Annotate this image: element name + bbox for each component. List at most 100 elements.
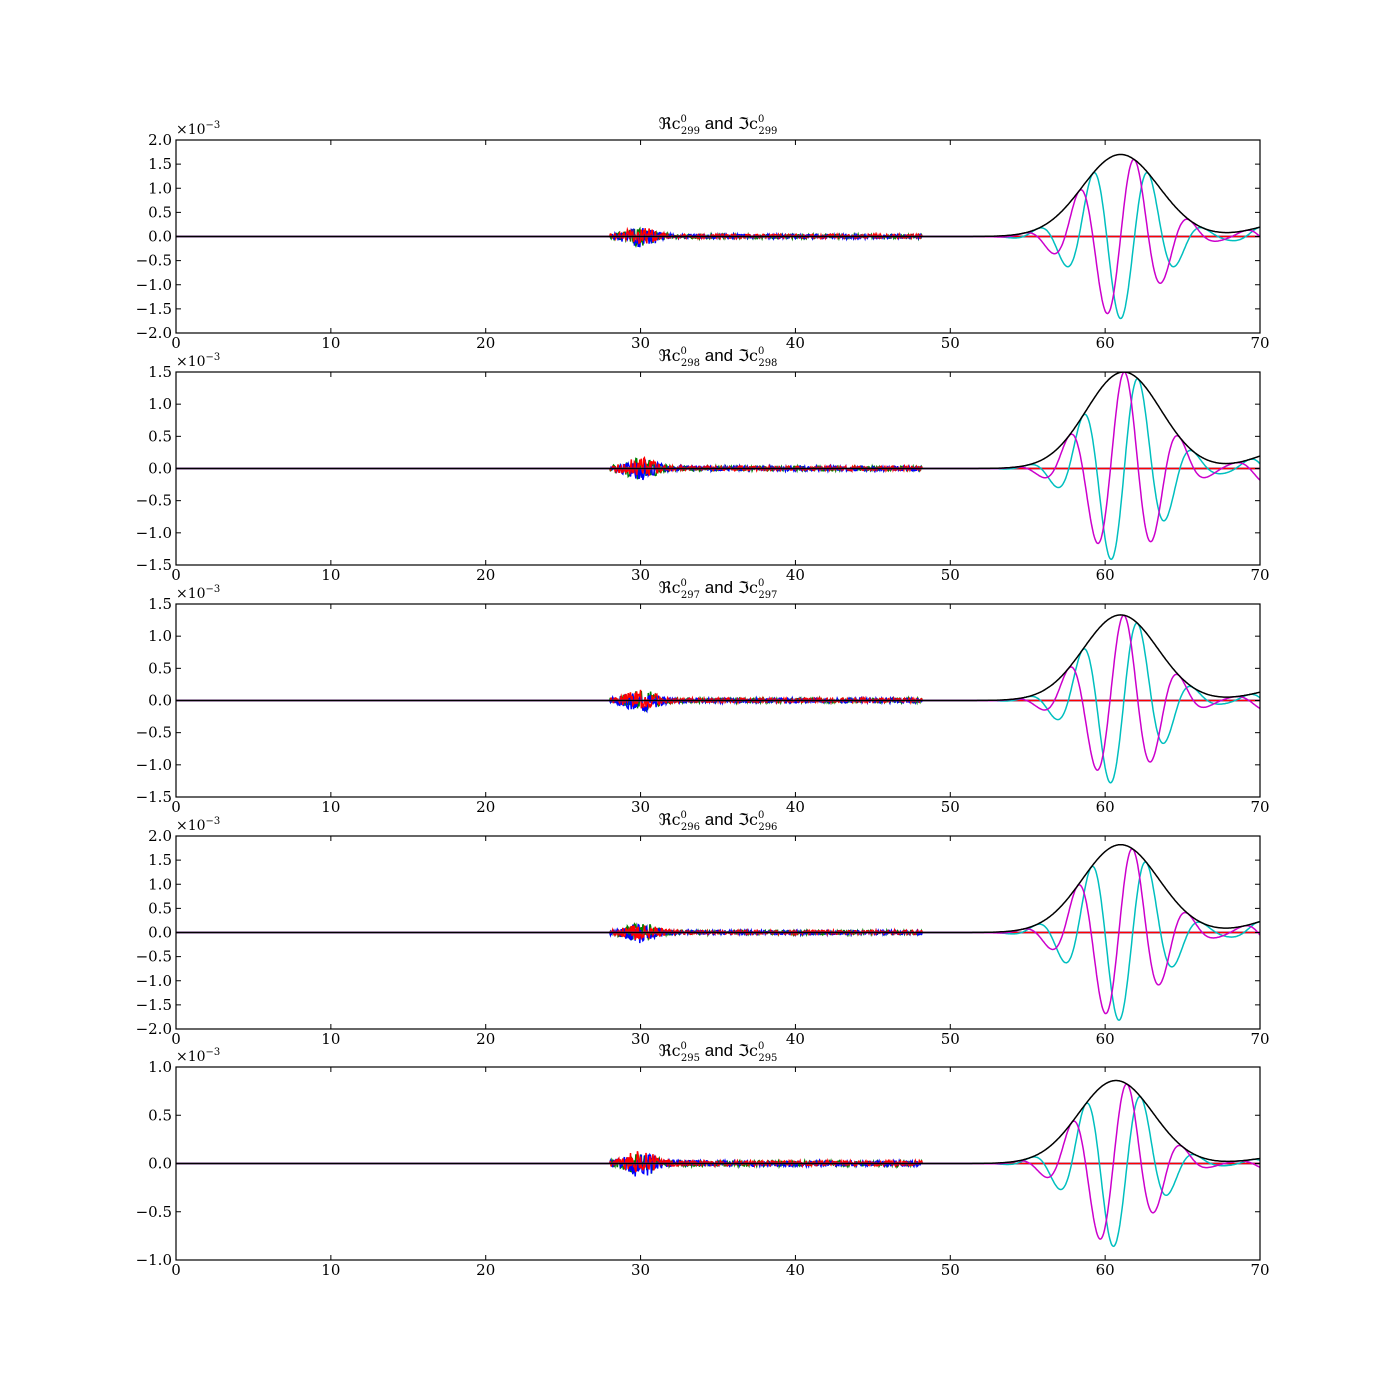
series-envelope (176, 614, 1260, 702)
title-joiner: and (700, 578, 738, 597)
x-tick-label: 60 (1096, 1030, 1115, 1048)
title-real-part: ℜc (659, 578, 681, 597)
title-subscript: 296 (758, 822, 777, 833)
subplot-title: ℜc0 299 and ℑc0 299 (659, 114, 778, 137)
y-tick-label: 2.0 (148, 827, 172, 845)
title-subscript: 295 (758, 1053, 777, 1064)
title-joiner: and (700, 346, 738, 365)
title-joiner: and (700, 810, 738, 829)
y-tick-label: −0.5 (136, 724, 172, 742)
title-superscript: 0 (681, 578, 687, 589)
subplot-295: 0 10 20 30 40 50 60 701.00.50.0−0.5−1.0×10−3 ℜc0… (136, 1041, 1270, 1279)
series-group (176, 1079, 1260, 1248)
y-tick-label: 0.0 (148, 460, 172, 478)
y-tick-label: 0.5 (148, 203, 172, 221)
series-envelope (176, 843, 1260, 934)
x-tick-label: 70 (1250, 566, 1269, 584)
y-tick-label: 0.0 (148, 924, 172, 942)
series-envelope (176, 372, 1260, 470)
subplot-title: ℜc0 295 and ℑc0 295 (659, 1041, 778, 1064)
title-superscript: 0 (681, 346, 687, 357)
title-superscript: 0 (758, 578, 764, 589)
y-exponent-power: −3 (206, 816, 221, 827)
y-tick-label: −1.0 (136, 756, 172, 774)
series-envelope (176, 1079, 1260, 1165)
title-superscript: 0 (758, 1041, 764, 1052)
title-superscript: 0 (758, 346, 764, 357)
title-subscript: 297 (758, 590, 777, 601)
title-real-part: ℜc (659, 1041, 681, 1060)
x-tick-label: 10 (321, 566, 340, 584)
y-tick-label: 1.5 (148, 155, 172, 173)
x-tick-label: 0 (171, 1261, 181, 1279)
y-tick-label: −2.0 (136, 1020, 172, 1038)
y-tick-label: −1.5 (136, 556, 172, 574)
series-group (176, 614, 1260, 784)
x-tick-label: 0 (171, 1030, 181, 1048)
y-exponent-power: −3 (206, 584, 221, 595)
x-tick-label: 10 (321, 798, 340, 816)
x-tick-label: 70 (1250, 334, 1269, 352)
x-tick-label: 20 (476, 566, 495, 584)
x-tick-label: 0 (171, 798, 181, 816)
y-tick-label: 1.0 (148, 179, 172, 197)
title-subscript: 298 (681, 358, 700, 369)
subplot-title: ℜc0 297 and ℑc0 297 (659, 578, 778, 601)
y-exponent-power: −3 (206, 1047, 221, 1058)
x-tick-label: 50 (941, 798, 960, 816)
y-tick-label: 0.0 (148, 228, 172, 246)
x-tick-label: 30 (631, 798, 650, 816)
x-tick-label: 50 (941, 566, 960, 584)
y-tick-label: −0.5 (136, 1203, 172, 1221)
y-tick-label: −1.0 (136, 1251, 172, 1269)
x-tick-label: 40 (786, 1030, 805, 1048)
y-tick-label: 0.5 (148, 427, 172, 445)
x-tick-label: 70 (1250, 1261, 1269, 1279)
title-subscript: 298 (758, 358, 777, 369)
title-real-part: ℜc (659, 346, 681, 365)
y-tick-label: 0.5 (148, 899, 172, 917)
series-group (176, 372, 1260, 561)
x-tick-label: 40 (786, 334, 805, 352)
x-tick-label: 0 (171, 334, 181, 352)
x-tick-label: 60 (1096, 566, 1115, 584)
y-tick-label: 1.0 (148, 875, 172, 893)
title-superscript: 0 (681, 1041, 687, 1052)
subplot-297: 0 10 20 30 40 50 60 701.51.00.50.0−0.5−1.0−1.5×… (136, 578, 1270, 816)
x-tick-label: 40 (786, 1261, 805, 1279)
y-tick-label: −0.5 (136, 492, 172, 510)
y-tick-label: 0.0 (148, 1155, 172, 1173)
x-tick-label: 10 (321, 1261, 340, 1279)
x-tick-label: 50 (941, 1261, 960, 1279)
title-subscript: 299 (681, 126, 700, 137)
y-tick-label: 0.0 (148, 692, 172, 710)
x-tick-label: 60 (1096, 334, 1115, 352)
y-tick-label: −1.0 (136, 276, 172, 294)
title-subscript: 295 (681, 1053, 700, 1064)
x-tick-label: 40 (786, 798, 805, 816)
y-tick-label: 2.0 (148, 131, 172, 149)
title-imag-part: ℑc (738, 114, 758, 133)
subplot-title: ℜc0 296 and ℑc0 296 (659, 810, 778, 833)
y-tick-label: −1.5 (136, 788, 172, 806)
title-superscript: 0 (681, 810, 687, 821)
y-exponent-power: −3 (206, 352, 221, 363)
title-real-part: ℜc (659, 114, 681, 133)
y-tick-label: 1.0 (148, 395, 172, 413)
y-tick-label: −0.5 (136, 948, 172, 966)
x-tick-label: 40 (786, 566, 805, 584)
y-tick-label: 1.5 (148, 363, 172, 381)
y-tick-label: −1.5 (136, 300, 172, 318)
y-tick-label: −1.0 (136, 972, 172, 990)
y-tick-label: −1.5 (136, 996, 172, 1014)
title-superscript: 0 (681, 114, 687, 125)
x-tick-label: 10 (321, 334, 340, 352)
title-joiner: and (700, 114, 738, 133)
y-tick-label: −0.5 (136, 252, 172, 270)
subplot-296: 0 10 20 30 40 50 60 70 2.0 1.5 1.0 0.5 0.0 −0.5 −1.0 −1… (136, 810, 1270, 1048)
y-tick-label: 1.0 (148, 627, 172, 645)
subplot-title: ℜc0 298 and ℑc0 298 (659, 346, 778, 369)
x-tick-label: 20 (476, 1030, 495, 1048)
x-tick-label: 60 (1096, 1261, 1115, 1279)
